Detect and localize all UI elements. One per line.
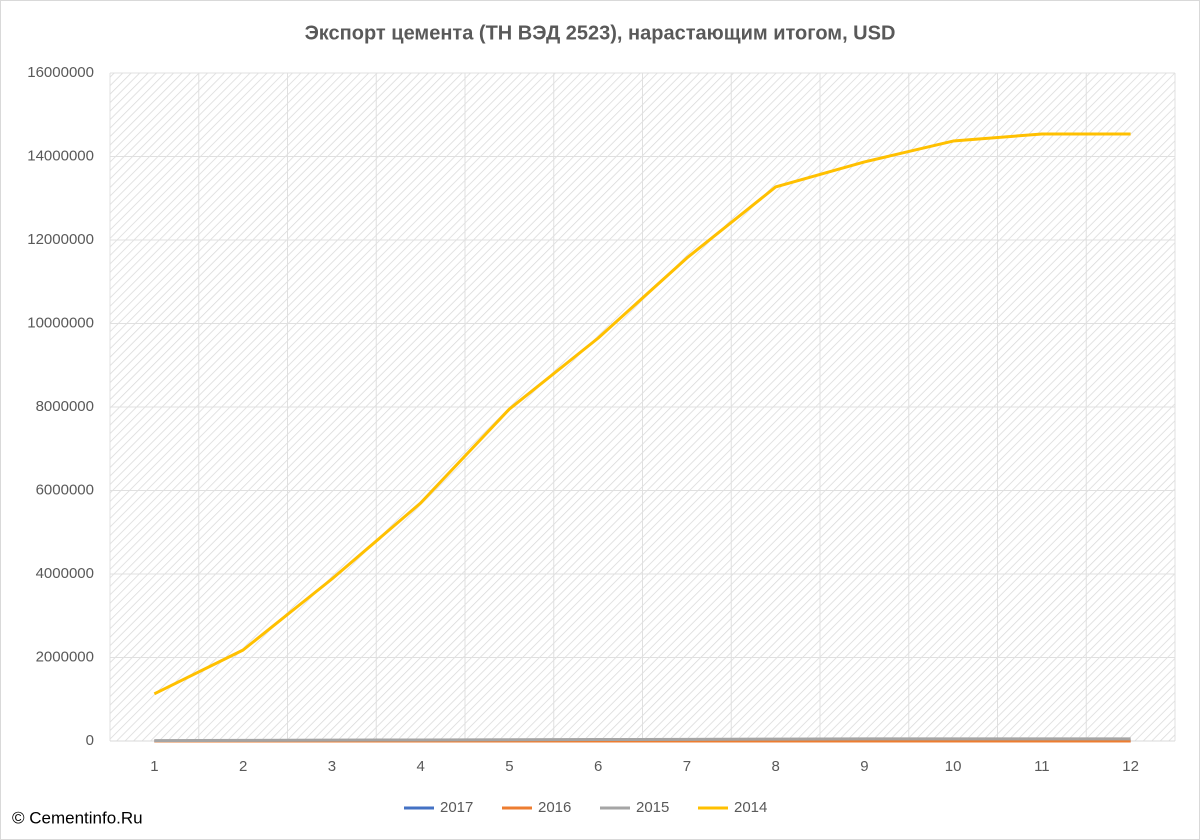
x-tick-label: 8 [771,758,779,775]
x-tick-label: 6 [594,758,602,775]
y-tick-label: 12000000 [27,231,94,248]
y-tick-label: 4000000 [36,565,94,582]
x-tick-label: 11 [1034,758,1050,775]
x-tick-label: 9 [860,758,868,775]
y-tick-label: 0 [86,732,94,749]
chart-title: Экспорт цемента (ТН ВЭД 2523), нарастающ… [305,22,896,44]
source: © Cementinfo.Ru [12,808,143,827]
y-tick-label: 6000000 [36,481,94,498]
series-line [153,132,1131,696]
y-tick-label: 14000000 [27,147,94,164]
x-tick-label: 10 [945,758,962,775]
x-tick-label: 7 [683,758,691,775]
legend-label: 2017 [440,799,473,816]
x-tick-label: 5 [505,758,513,775]
y-tick-label: 2000000 [36,648,94,665]
y-tick-label: 10000000 [27,314,94,331]
series-line [154,737,1131,743]
x-tick-label: 1 [150,758,158,775]
x-tick-label: 4 [416,758,424,775]
x-tick-label: 3 [328,758,336,775]
legend-label: 2016 [538,799,571,816]
legend-label: 2015 [636,799,669,816]
x-tick-label: 12 [1122,758,1139,775]
x-tick-label: 2 [239,758,247,775]
legend-label: 2014 [734,799,767,816]
y-tick-label: 8000000 [36,398,94,415]
y-tick-label: 16000000 [27,64,94,81]
